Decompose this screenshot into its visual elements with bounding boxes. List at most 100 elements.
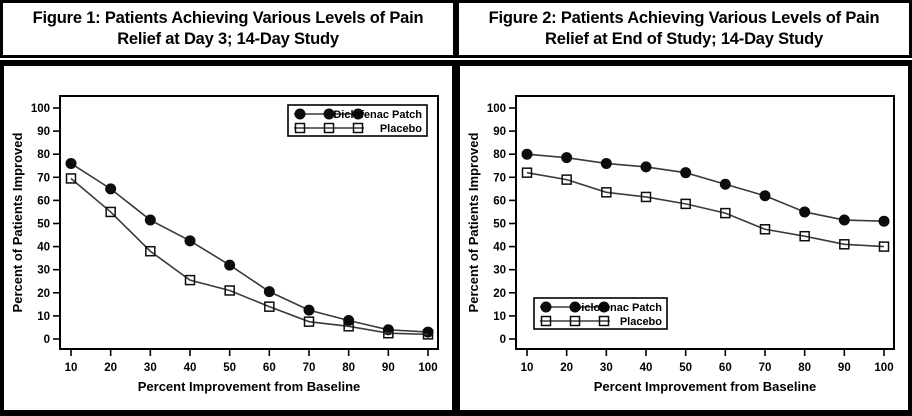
y-tick-label: 100 xyxy=(31,103,50,115)
x-tick-label: 20 xyxy=(560,362,573,374)
figure1-line-chart: 0 10 20 30 40 50 60 70 80 90 100 10 20 30 40 50 60 70 80 90… xyxy=(10,95,439,394)
filled-circle-marker xyxy=(263,286,275,298)
x-tick-label: 90 xyxy=(382,362,395,374)
x-axis: 10 20 30 40 50 60 70 80 90 100 xyxy=(65,349,438,374)
figure1-panel: Figure 1: Patients Achieving Various Lev… xyxy=(0,0,456,416)
legend-label: Placebo xyxy=(380,123,422,135)
y-tick-label: 70 xyxy=(37,172,50,184)
y-tick-label: 50 xyxy=(493,219,506,231)
plot-frame xyxy=(515,95,895,350)
filled-circle-marker xyxy=(343,315,355,327)
y-tick-label: 10 xyxy=(493,311,506,323)
open-square-marker xyxy=(294,122,306,134)
x-axis-label: Percent Improvement from Baseline xyxy=(594,379,817,394)
x-tick-label: 80 xyxy=(342,362,355,374)
filled-circle-marker xyxy=(598,301,610,313)
y-tick-label: 40 xyxy=(493,242,506,254)
x-tick-label: 60 xyxy=(263,362,276,374)
y-axis-label: Percent of Patients Improved xyxy=(466,133,481,313)
open-square-marker xyxy=(323,122,335,134)
y-tick-label: 20 xyxy=(37,288,50,300)
x-tick-label: 30 xyxy=(144,362,157,374)
open-square-marker xyxy=(383,327,394,339)
filled-circle-marker xyxy=(878,215,890,227)
figure1-title-box: Figure 1: Patients Achieving Various Lev… xyxy=(0,0,456,58)
y-axis-label: Percent of Patients Improved xyxy=(10,133,25,313)
filled-circle-marker xyxy=(680,167,692,179)
series-placebo xyxy=(65,173,434,340)
y-tick-label: 50 xyxy=(37,219,50,231)
filled-circle-marker xyxy=(294,108,306,120)
x-tick-label: 20 xyxy=(104,362,117,374)
open-square-marker xyxy=(640,191,652,203)
figure1-title: Figure 1: Patients Achieving Various Lev… xyxy=(32,9,424,48)
x-axis-label: Percent Improvement from Baseline xyxy=(138,379,361,394)
y-tick-label: 60 xyxy=(493,195,506,207)
x-tick-label: 40 xyxy=(184,362,197,374)
filled-circle-marker xyxy=(65,157,77,169)
legend: Diclofenac Patch Placebo xyxy=(533,297,668,330)
series-line xyxy=(526,153,885,222)
y-tick-label: 30 xyxy=(493,265,506,277)
open-square-marker xyxy=(343,321,354,332)
y-tick-label: 80 xyxy=(37,149,50,161)
open-square-marker xyxy=(720,207,731,219)
filled-circle-marker xyxy=(540,301,552,313)
filled-circle-marker xyxy=(323,108,335,120)
open-square-marker xyxy=(598,315,610,327)
open-square-marker xyxy=(184,274,196,286)
figure2-chart-area: 0 10 20 30 40 50 60 70 80 90 100 10 20 30 40 50 60 70 80 90… xyxy=(456,60,912,416)
x-tick-label: 40 xyxy=(640,362,653,374)
legend-label: Diclofenac Patch xyxy=(333,109,422,121)
open-square-marker xyxy=(352,122,364,134)
filled-circle-marker xyxy=(799,206,811,218)
x-tick-label: 100 xyxy=(418,362,437,374)
y-tick-label: 10 xyxy=(37,311,50,323)
x-tick-label: 50 xyxy=(223,362,236,374)
filled-circle-marker xyxy=(184,235,196,247)
y-tick-label: 40 xyxy=(37,242,50,254)
open-square-marker xyxy=(839,239,850,250)
open-square-marker xyxy=(264,301,275,312)
y-tick-label: 90 xyxy=(37,126,50,138)
filled-circle-marker xyxy=(838,214,850,226)
open-square-marker xyxy=(422,329,434,340)
figure2-title: Figure 2: Patients Achieving Various Lev… xyxy=(488,9,880,48)
open-square-marker xyxy=(878,241,890,252)
x-tick-label: 90 xyxy=(838,362,851,374)
y-tick-label: 0 xyxy=(44,334,50,346)
series-line xyxy=(70,177,429,336)
y-axis: 0 10 20 30 40 50 60 70 80 90 100 xyxy=(487,103,516,346)
y-tick-label: 70 xyxy=(493,172,506,184)
filled-circle-marker xyxy=(105,183,117,195)
open-square-marker xyxy=(224,285,235,296)
filled-circle-marker xyxy=(352,108,364,120)
open-square-marker xyxy=(569,315,581,327)
open-square-marker xyxy=(561,174,572,185)
figure2-line-chart: 0 10 20 30 40 50 60 70 80 90 100 10 20 30 40 50 60 70 80 90… xyxy=(466,95,895,394)
x-tick-label: 30 xyxy=(600,362,613,374)
series-placebo xyxy=(521,167,890,252)
legend: Diclofenac Patch Placebo xyxy=(287,104,428,137)
y-tick-label: 60 xyxy=(37,195,50,207)
open-square-marker xyxy=(799,230,810,242)
x-axis: 10 20 30 40 50 60 70 80 90 100 xyxy=(521,349,894,374)
open-square-marker xyxy=(521,167,533,178)
y-tick-label: 100 xyxy=(487,103,506,115)
plot-frame xyxy=(59,95,439,350)
open-square-marker xyxy=(145,245,156,257)
legend-label: Placebo xyxy=(620,316,662,328)
y-axis: 0 10 20 30 40 50 60 70 80 90 100 xyxy=(31,103,60,346)
figure2-title-box: Figure 2: Patients Achieving Various Lev… xyxy=(456,0,912,58)
open-square-marker xyxy=(105,206,116,218)
figure2-panel: Figure 2: Patients Achieving Various Lev… xyxy=(456,0,912,416)
x-tick-label: 60 xyxy=(719,362,732,374)
filled-circle-marker xyxy=(144,214,156,226)
filled-circle-marker xyxy=(303,304,315,316)
x-tick-label: 100 xyxy=(874,362,893,374)
open-square-marker xyxy=(65,173,77,184)
x-tick-label: 10 xyxy=(65,362,78,374)
filled-circle-marker xyxy=(422,326,434,338)
filled-circle-marker xyxy=(719,178,731,190)
